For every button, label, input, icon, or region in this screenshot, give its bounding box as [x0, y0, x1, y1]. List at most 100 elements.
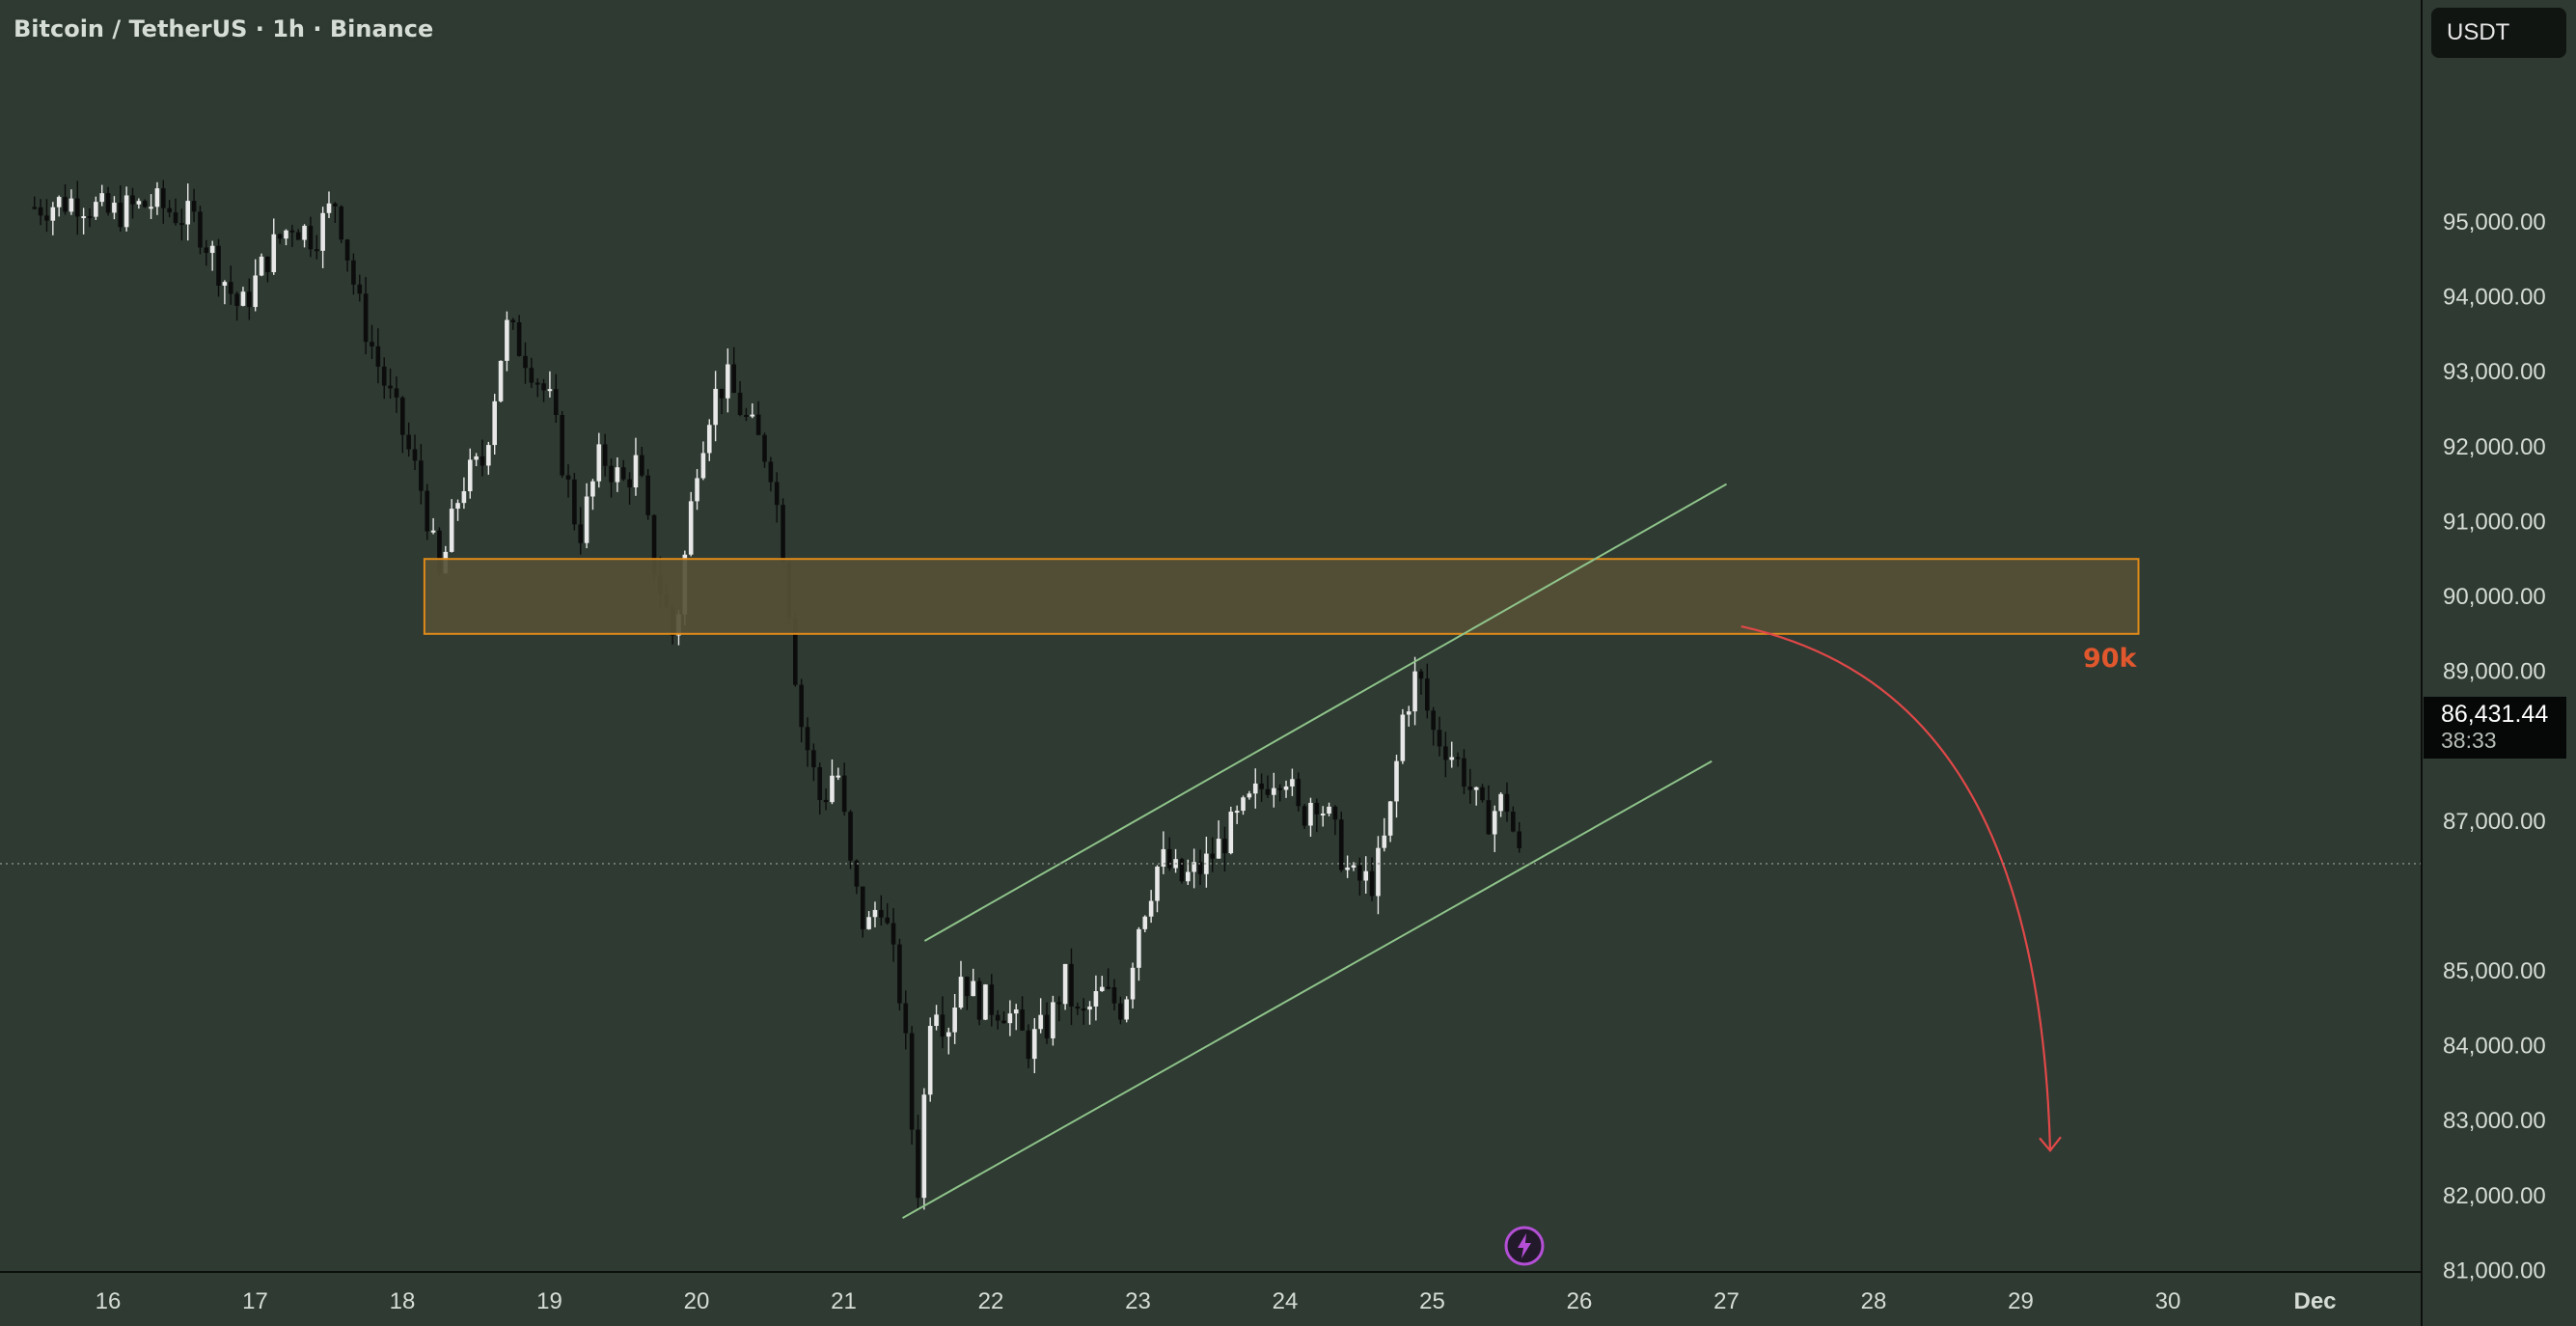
candle-body: [1142, 916, 1148, 929]
candle-body: [651, 514, 657, 575]
candle-body: [69, 198, 74, 212]
candle-body: [105, 193, 111, 213]
candle-body: [989, 984, 995, 1015]
time-axis-ticks: 16 17 18 19 20 21 22 23 24 25 26 27 28 29 30 Dec: [96, 1288, 2337, 1314]
candle-body: [326, 203, 332, 213]
candle-body: [1363, 870, 1369, 881]
candle-body: [909, 1033, 915, 1130]
candle-body: [455, 503, 460, 510]
candle-body: [1155, 866, 1160, 901]
candle-body: [1486, 800, 1492, 835]
candle-body: [719, 388, 725, 399]
candle-body: [983, 984, 988, 1020]
candle-body: [688, 501, 694, 555]
candle-body: [1032, 1029, 1037, 1060]
quote-currency-button[interactable]: USDT: [2431, 8, 2566, 58]
candle-body: [284, 230, 288, 239]
candle-body: [645, 475, 650, 515]
candle-body: [381, 366, 387, 386]
candle-body: [486, 445, 491, 466]
candle-body: [277, 234, 283, 239]
candle-body: [633, 455, 639, 488]
resistance-zone[interactable]: [423, 558, 2140, 635]
candle-body: [792, 618, 798, 685]
channel-upper-line[interactable]: [923, 483, 1727, 942]
candle-body: [240, 291, 246, 306]
candle-body: [854, 860, 860, 887]
price-tick-label: 83,000.00: [2443, 1108, 2546, 1134]
candle-body: [1308, 802, 1313, 826]
candle-body: [1038, 1014, 1043, 1030]
time-tick-label: 27: [1713, 1288, 1740, 1314]
time-tick-label: 16: [96, 1288, 122, 1314]
candle-body: [419, 460, 424, 491]
candle-body: [1075, 1006, 1081, 1009]
symbol-title: Bitcoin / TetherUS · 1h · Binance: [14, 15, 434, 42]
candle-body: [921, 1094, 927, 1199]
price-tick-label: 91,000.00: [2443, 509, 2546, 535]
candle-body: [995, 1014, 1000, 1021]
candle-body: [1252, 783, 1258, 794]
candle-body: [615, 467, 620, 483]
candle-body: [529, 368, 534, 383]
candle-body: [320, 212, 325, 251]
candle-body: [523, 355, 528, 369]
candle-body: [1118, 1003, 1123, 1020]
lightning-bolt-icon[interactable]: [1503, 1225, 1546, 1267]
candle-body: [222, 282, 228, 286]
candle-body: [1216, 839, 1221, 859]
candle-body: [185, 201, 191, 225]
candle-body: [1338, 819, 1344, 870]
candle-body: [1210, 853, 1216, 859]
channel-lower-line[interactable]: [902, 760, 1713, 1219]
candle-body: [976, 981, 982, 1020]
candle-body: [179, 223, 184, 226]
candle-body: [799, 684, 804, 728]
candle-body: [940, 1014, 945, 1037]
candle-body: [198, 211, 203, 248]
price-tick-label: 84,000.00: [2443, 1034, 2546, 1060]
candle-body: [817, 767, 823, 800]
candle-body: [744, 414, 749, 417]
candle-body: [333, 203, 338, 207]
price-axis-ticks: 95,000.00 94,000.00 93,000.00 92,000.00 91,0…: [2443, 209, 2546, 1284]
candle-body: [572, 479, 577, 525]
candle-body: [885, 917, 890, 924]
time-tick-label: 18: [390, 1288, 416, 1314]
time-tick-label: 29: [2008, 1288, 2034, 1314]
candle-body: [154, 188, 160, 207]
time-tick-label: 26: [1567, 1288, 1593, 1314]
candle-body: [1424, 678, 1430, 711]
time-tick-label: 19: [536, 1288, 562, 1314]
time-tick-label: 22: [978, 1288, 1004, 1314]
candle-body: [1462, 758, 1466, 787]
candle-body: [1228, 812, 1234, 854]
candle-body: [1161, 848, 1166, 867]
candle-body: [130, 195, 135, 205]
price-tick-label: 81,000.00: [2443, 1257, 2546, 1284]
candle-body: [87, 216, 93, 219]
candle-body: [1492, 811, 1497, 835]
candle-body: [1431, 710, 1436, 731]
candle-body: [480, 456, 485, 466]
candle-body: [848, 812, 853, 861]
candle-body: [247, 291, 252, 308]
candle-body: [1418, 671, 1424, 679]
candle-body: [934, 1014, 939, 1027]
candle-body: [94, 202, 98, 217]
candle-body: [1179, 859, 1185, 882]
time-tick-label: 24: [1273, 1288, 1299, 1314]
candle-body: [1093, 991, 1099, 1007]
candle-body: [149, 207, 153, 209]
time-tick-label: 20: [684, 1288, 710, 1314]
candle-body: [1283, 786, 1289, 790]
projection-arrow[interactable]: [1740, 624, 2052, 1151]
candle-body: [265, 256, 270, 273]
candle-body: [879, 909, 884, 918]
candle-body: [726, 364, 730, 399]
candle-body: [774, 482, 780, 506]
candle-body: [823, 799, 829, 803]
candle-body: [590, 481, 595, 497]
price-axis-panel[interactable]: [2422, 0, 2576, 1326]
